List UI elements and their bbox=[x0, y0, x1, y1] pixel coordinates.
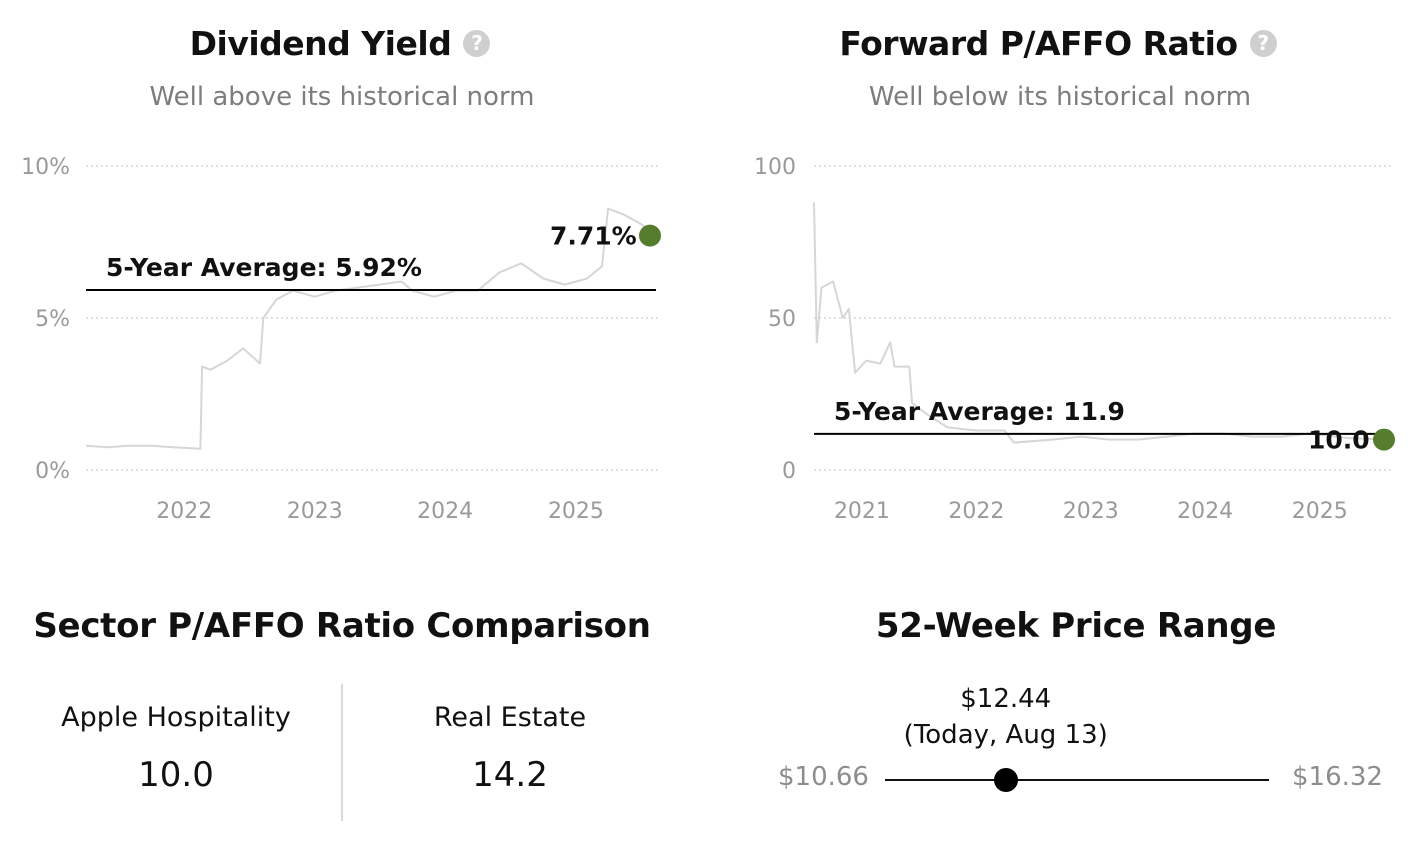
y-tick-label: 0% bbox=[35, 459, 70, 484]
x-tick-label: 2022 bbox=[156, 499, 212, 524]
company-comparison: Apple Hospitality 10.0 bbox=[20, 702, 332, 795]
current-price: $12.44 bbox=[960, 684, 1052, 714]
x-tick-label: 2025 bbox=[548, 499, 604, 524]
sector-comparison-title: Sector P/AFFO Ratio Comparison bbox=[33, 606, 651, 646]
question-mark-icon[interactable]: ? bbox=[463, 30, 491, 57]
sector-name: Real Estate bbox=[433, 702, 587, 733]
x-tick-label: 2025 bbox=[1292, 499, 1348, 524]
current-value-marker bbox=[639, 224, 661, 247]
current-value-label: 10.0 bbox=[1308, 426, 1370, 455]
x-tick-label: 2024 bbox=[1177, 499, 1233, 524]
current-price-label: $12.44 (Today, Aug 13) bbox=[876, 684, 1136, 750]
dividend-yield-subtitle: Well above its historical norm bbox=[149, 82, 535, 112]
y-tick-label: 100 bbox=[754, 155, 796, 180]
forward-paffo-chart: 0 50 100 2021 2022 2023 2024 2025 5-Year Average… bbox=[754, 155, 1395, 524]
dividend-yield-title: Dividend Yield? bbox=[0, 24, 700, 63]
x-tick-label: 2021 bbox=[834, 499, 890, 524]
y-tick-label: 10% bbox=[21, 155, 70, 180]
sector-value: 14.2 bbox=[472, 755, 548, 795]
current-price-marker bbox=[993, 768, 1018, 792]
current-price-note: (Today, Aug 13) bbox=[903, 720, 1108, 750]
x-tick-label: 2024 bbox=[417, 499, 473, 524]
question-mark-icon[interactable]: ? bbox=[1249, 30, 1277, 57]
range-low: $10.66 bbox=[778, 762, 869, 792]
dividend-yield-panel: Dividend Yield? Well above its historica… bbox=[0, 0, 700, 560]
forward-paffo-title-text: Forward P/AFFO Ratio bbox=[839, 24, 1238, 63]
company-value: 10.0 bbox=[138, 755, 214, 795]
average-label: 5-Year Average: 5.92% bbox=[106, 253, 422, 282]
y-tick-label: 50 bbox=[768, 307, 796, 332]
company-name: Apple Hospitality bbox=[61, 702, 291, 733]
x-tick-label: 2022 bbox=[948, 499, 1004, 524]
range-high: $16.32 bbox=[1292, 762, 1383, 792]
y-tick-label: 0 bbox=[782, 459, 796, 484]
current-value-label: 7.71% bbox=[550, 222, 637, 251]
average-label: 5-Year Average: 11.9 bbox=[834, 397, 1125, 426]
forward-paffo-title: Forward P/AFFO Ratio? bbox=[698, 24, 1418, 63]
current-value-marker bbox=[1373, 428, 1395, 451]
dividend-yield-title-text: Dividend Yield bbox=[189, 24, 452, 63]
dividend-yield-chart: 0% 5% 10% 2022 2023 2024 2025 5-Year Average: 5… bbox=[21, 155, 661, 524]
price-range-title: 52-Week Price Range bbox=[875, 606, 1277, 646]
comparison-divider bbox=[341, 684, 343, 821]
y-tick-label: 5% bbox=[35, 307, 70, 332]
x-tick-label: 2023 bbox=[287, 499, 343, 524]
series-line bbox=[85, 207, 657, 450]
forward-paffo-subtitle: Well below its historical norm bbox=[868, 82, 1252, 112]
sector-comparison: Real Estate 14.2 bbox=[352, 702, 668, 795]
range-track bbox=[885, 779, 1269, 781]
forward-paffo-panel: Forward P/AFFO Ratio? Well below its his… bbox=[718, 0, 1418, 560]
x-tick-label: 2023 bbox=[1063, 499, 1119, 524]
